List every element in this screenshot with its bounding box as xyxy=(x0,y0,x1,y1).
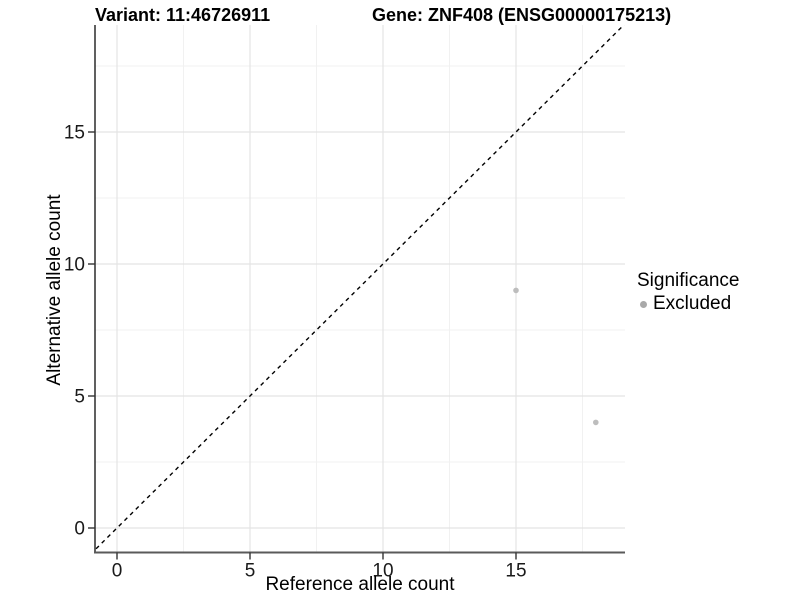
x-axis-ticks xyxy=(116,552,517,560)
y-tick-label: 5 xyxy=(74,387,85,408)
data-points xyxy=(513,287,599,426)
grid-minor xyxy=(95,25,625,553)
grid-major xyxy=(95,25,625,553)
x-tick-label: 10 xyxy=(372,561,393,582)
plot-title-variant: Variant: 11:46726911 xyxy=(95,5,271,25)
legend-entry-excluded: Excluded xyxy=(637,294,739,314)
data-point xyxy=(513,287,519,294)
y-tick-label: 10 xyxy=(64,255,85,276)
legend-marker-circle-icon xyxy=(640,300,647,308)
plot-title-gene: Gene: ZNF408 (ENSG00000175213) xyxy=(372,5,672,25)
y-axis-ticks xyxy=(88,131,95,529)
x-tick-labels: 0 5 10 15 xyxy=(112,561,527,582)
legend-title: Significance xyxy=(637,270,740,291)
y-tick-label: 15 xyxy=(64,123,85,144)
y-tick-label: 0 xyxy=(74,519,85,540)
x-axis-title: Reference allele count xyxy=(265,574,455,595)
data-point xyxy=(593,419,599,426)
x-tick-label: 0 xyxy=(112,561,123,582)
y-tick-labels: 0 5 10 15 xyxy=(64,123,85,540)
x-tick-label: 15 xyxy=(505,561,526,582)
legend-entry-label: Excluded xyxy=(653,293,732,314)
identity-line xyxy=(95,25,625,551)
legend: Significance Excluded xyxy=(637,271,739,314)
x-tick-label: 5 xyxy=(245,561,256,582)
